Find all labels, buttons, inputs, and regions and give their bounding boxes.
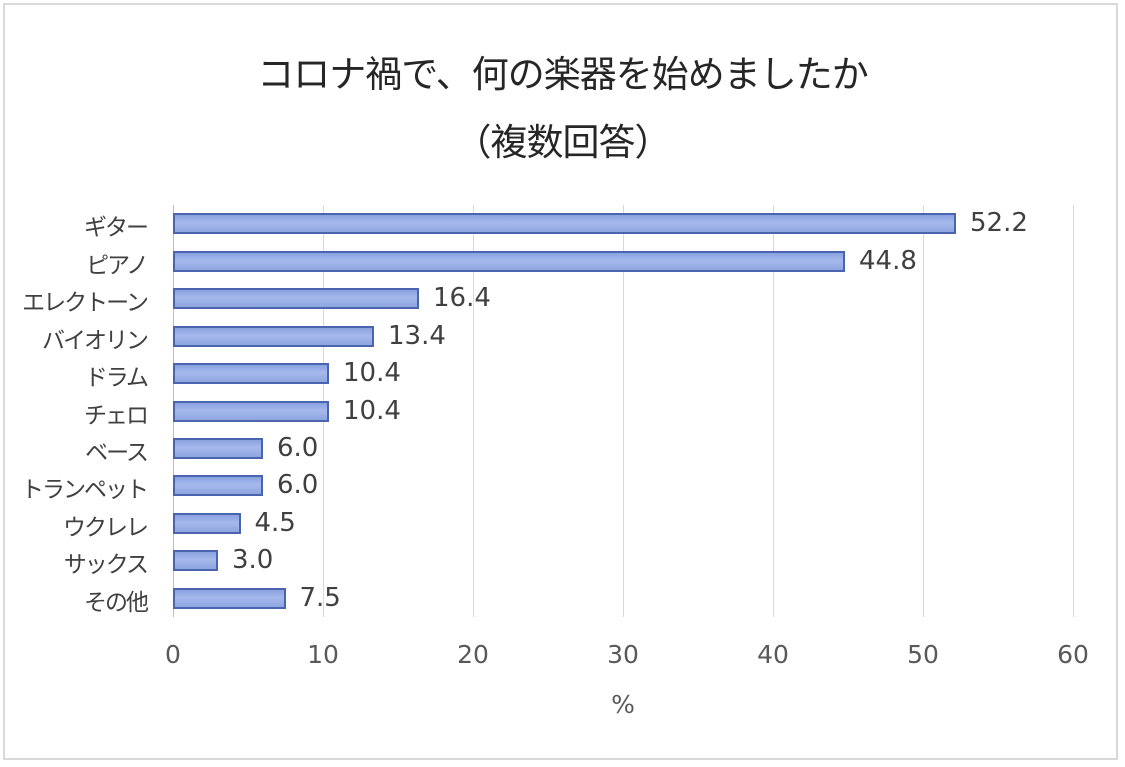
data-label: 52.2 (970, 208, 1028, 239)
bar[interactable] (173, 587, 286, 609)
plot-area: 52.2 44.8 16.4 13.4 10.4 10.4 6.0 6.0 4.5 3.0 7.5 (173, 205, 1074, 617)
data-label: 3.0 (232, 545, 274, 576)
bar[interactable] (173, 250, 845, 272)
data-label: 13.4 (388, 320, 446, 351)
bar[interactable] (173, 475, 263, 497)
x-tick-label: 30 (607, 640, 639, 669)
data-label: 10.4 (343, 395, 401, 426)
data-label: 6.0 (277, 432, 319, 463)
category-label: ベース (85, 439, 149, 466)
category-label: その他 (84, 589, 149, 616)
bar[interactable] (173, 325, 374, 347)
bar[interactable] (173, 213, 956, 235)
bar[interactable] (173, 437, 263, 459)
gridline (623, 205, 624, 617)
data-label: 4.5 (254, 507, 296, 538)
data-label: 10.4 (343, 358, 401, 389)
chart-title: コロナ禍で、何の楽器を始めましたか (257, 53, 869, 96)
bar[interactable] (173, 400, 329, 422)
gridline (773, 205, 774, 617)
category-label: トランペット (21, 477, 149, 504)
x-tick-label: 40 (757, 640, 789, 669)
category-label: ドラム (84, 365, 149, 392)
bar[interactable] (173, 512, 241, 534)
x-tick-label: 60 (1057, 640, 1089, 669)
category-label: ウクレレ (63, 514, 149, 541)
gridline (923, 205, 924, 617)
x-tick-label: 20 (457, 640, 489, 669)
bar[interactable] (173, 288, 419, 310)
gridline (473, 205, 474, 617)
data-label: 44.8 (859, 245, 917, 276)
category-label: エレクトーン (22, 290, 149, 317)
category-label: チェロ (84, 402, 149, 429)
data-label: 6.0 (277, 470, 319, 501)
category-label: バイオリン (42, 327, 149, 354)
category-label: サックス (63, 552, 149, 579)
data-label: 16.4 (433, 283, 491, 314)
data-label: 7.5 (299, 582, 341, 613)
bar[interactable] (173, 550, 218, 572)
chart-subtitle: （複数回答） (454, 121, 672, 164)
category-label: ギター (84, 215, 149, 242)
x-tick-label: 50 (907, 640, 939, 669)
x-axis-label: % (611, 690, 635, 719)
gridline (1073, 205, 1074, 617)
bar[interactable] (173, 363, 329, 385)
category-label: ピアノ (86, 252, 149, 279)
x-tick-label: 10 (307, 640, 339, 669)
x-tick-label: 0 (165, 640, 181, 669)
